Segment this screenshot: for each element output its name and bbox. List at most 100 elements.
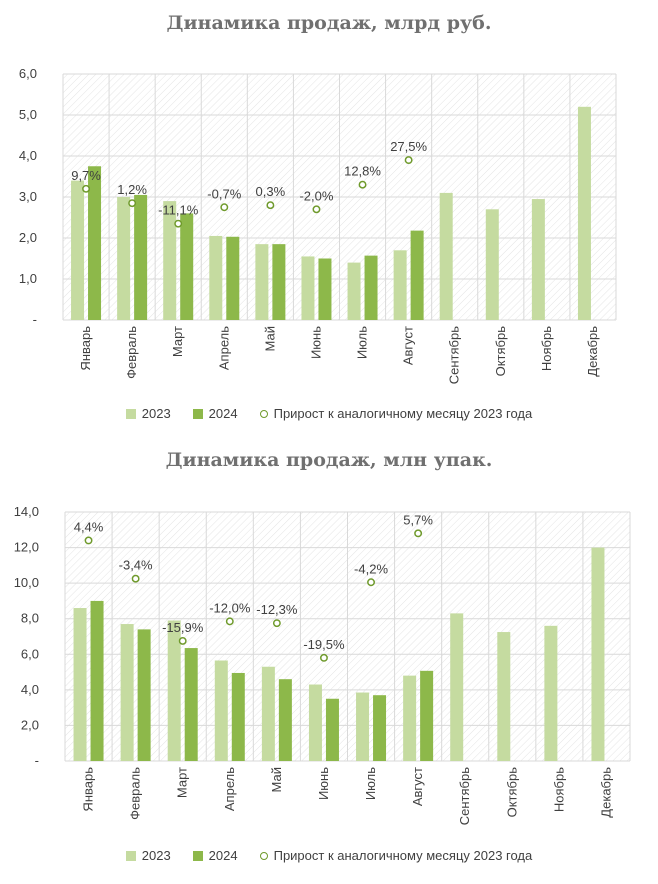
legend-item-2023: 2023 [125,406,171,421]
growth-label: -19,5% [303,637,345,652]
bar-2024 [278,679,292,761]
bar-2023 [531,199,545,320]
x-tick-label: Июль [355,326,370,359]
legend-item-growth: Прирост к аналогичному месяцу 2023 года [259,406,533,421]
growth-label: -12,0% [209,600,251,615]
legend-swatch-2024 [192,408,203,419]
growth-marker [82,184,90,193]
legend-item-growth: Прирост к аналогичному месяцу 2023 года [259,848,533,863]
x-tick-label: Март [175,767,190,798]
growth-label: 27,5% [390,139,427,154]
y-tick-label: 2,0 [19,230,37,245]
legend-swatch-2023 [125,850,136,861]
growth-label: -4,2% [354,561,388,576]
growth-label: 9,7% [71,168,101,183]
legend-item-2024: 2024 [192,848,238,863]
chart-title: Динамика продаж, млрд руб. [166,12,492,34]
y-tick-label: 4,0 [21,682,39,697]
bar-2023 [120,624,134,761]
bar-2023 [356,692,370,761]
bar-2023 [117,197,131,320]
bar-2024 [88,166,102,320]
x-tick-label: Июль [363,767,378,800]
legend-swatch-2024 [192,850,203,861]
growth-label: 5,7% [403,512,433,527]
y-tick-label: 6,0 [19,66,37,81]
legend-label-growth: Прирост к аналогичному месяцу 2023 года [273,848,533,863]
growth-marker [404,156,413,165]
bar-2024 [325,698,339,761]
y-tick-label: 5,0 [19,107,37,122]
x-tick-label: Октябрь [504,767,519,818]
chart-plot: - 2,0 4,0 6,0 8,0 10,0 12,0 14,0 4,4% -3,4% -15,9%… [14,504,631,825]
bar-2023 [439,192,453,320]
bar-2024 [184,648,198,761]
bar-2023 [308,684,322,761]
x-tick-label: Октябрь [493,326,508,377]
y-tick-label: 4,0 [19,148,37,163]
x-tick-label: Июнь [316,767,331,800]
bar-2023 [544,625,558,761]
bar-2023 [591,547,605,761]
y-tick-label: 2,0 [21,717,39,732]
legend-label-growth: Прирост к аналогичному месяцу 2023 года [273,406,533,421]
bar-2023 [497,632,511,761]
legend-label-2023: 2023 [141,848,171,863]
growth-label: -15,9% [162,620,204,635]
growth-marker [367,578,375,587]
growth-label: 1,2% [117,182,147,197]
growth-marker [266,201,275,210]
y-tick-label: 6,0 [21,646,39,661]
legend-label-2023: 2023 [141,406,171,421]
x-tick-label: Январь [78,326,93,371]
y-tick-label: - [35,753,39,768]
x-tick-label: Февраль [124,326,139,379]
bar-2024 [90,600,104,761]
bar-2024 [420,670,434,761]
growth-label: -0,7% [207,186,241,201]
bar-2023 [214,660,228,761]
growth-label: 12,8% [344,164,381,179]
growth-marker [320,653,328,662]
chart-legend: 2023 2024 Прирост к аналогичному месяцу … [0,848,658,863]
growth-label: -2,0% [299,188,333,203]
growth-marker [174,219,183,228]
growth-marker [131,574,140,583]
x-tick-label: Март [170,326,185,357]
bar-2023 [73,608,87,761]
bar-2023 [393,250,407,320]
growth-label: 0,3% [256,184,286,199]
growth-marker [225,617,234,626]
x-tick-label: Ноябрь [551,767,566,812]
legend-swatch-growth [259,851,268,860]
chart-legend: 2023 2024 Прирост к аналогичному месяцу … [0,406,658,421]
x-tick-label: Май [262,326,277,351]
y-tick-label: 1,0 [19,271,37,286]
chart-plot: - 1,0 2,0 3,0 4,0 5,0 6,0 9,7% 1,2% -11,1% -0,7% 0,… [19,66,617,384]
bar-2024 [231,672,245,761]
bar-2024 [137,629,151,761]
bar-2024 [180,213,194,320]
bar-2024 [410,230,424,320]
legend-label-2024: 2024 [208,848,238,863]
chart-title: Динамика продаж, млн упак. [165,449,493,471]
growth-label: -3,4% [119,558,153,573]
growth-marker [84,536,93,545]
x-tick-label: Декабрь [585,326,600,377]
bar-2023 [209,235,223,320]
bar-2023 [577,106,591,320]
legend-swatch-growth [259,409,268,418]
growth-label: -12,3% [256,602,298,617]
bar-2024 [272,244,286,320]
bar-2024 [364,255,378,320]
bar-2023 [347,262,361,320]
growth-marker [128,199,137,208]
x-tick-label: Август [410,767,425,806]
growth-marker [312,205,321,214]
y-tick-label: 3,0 [19,189,37,204]
chart-revenue: Динамика продаж, млрд руб. - 1,0 2,0 3,0 4,0… [0,0,658,440]
x-tick-label: Июнь [308,326,323,359]
growth-label: -11,1% [158,203,199,218]
bar-2023 [255,244,269,320]
bar-2023 [261,666,275,761]
